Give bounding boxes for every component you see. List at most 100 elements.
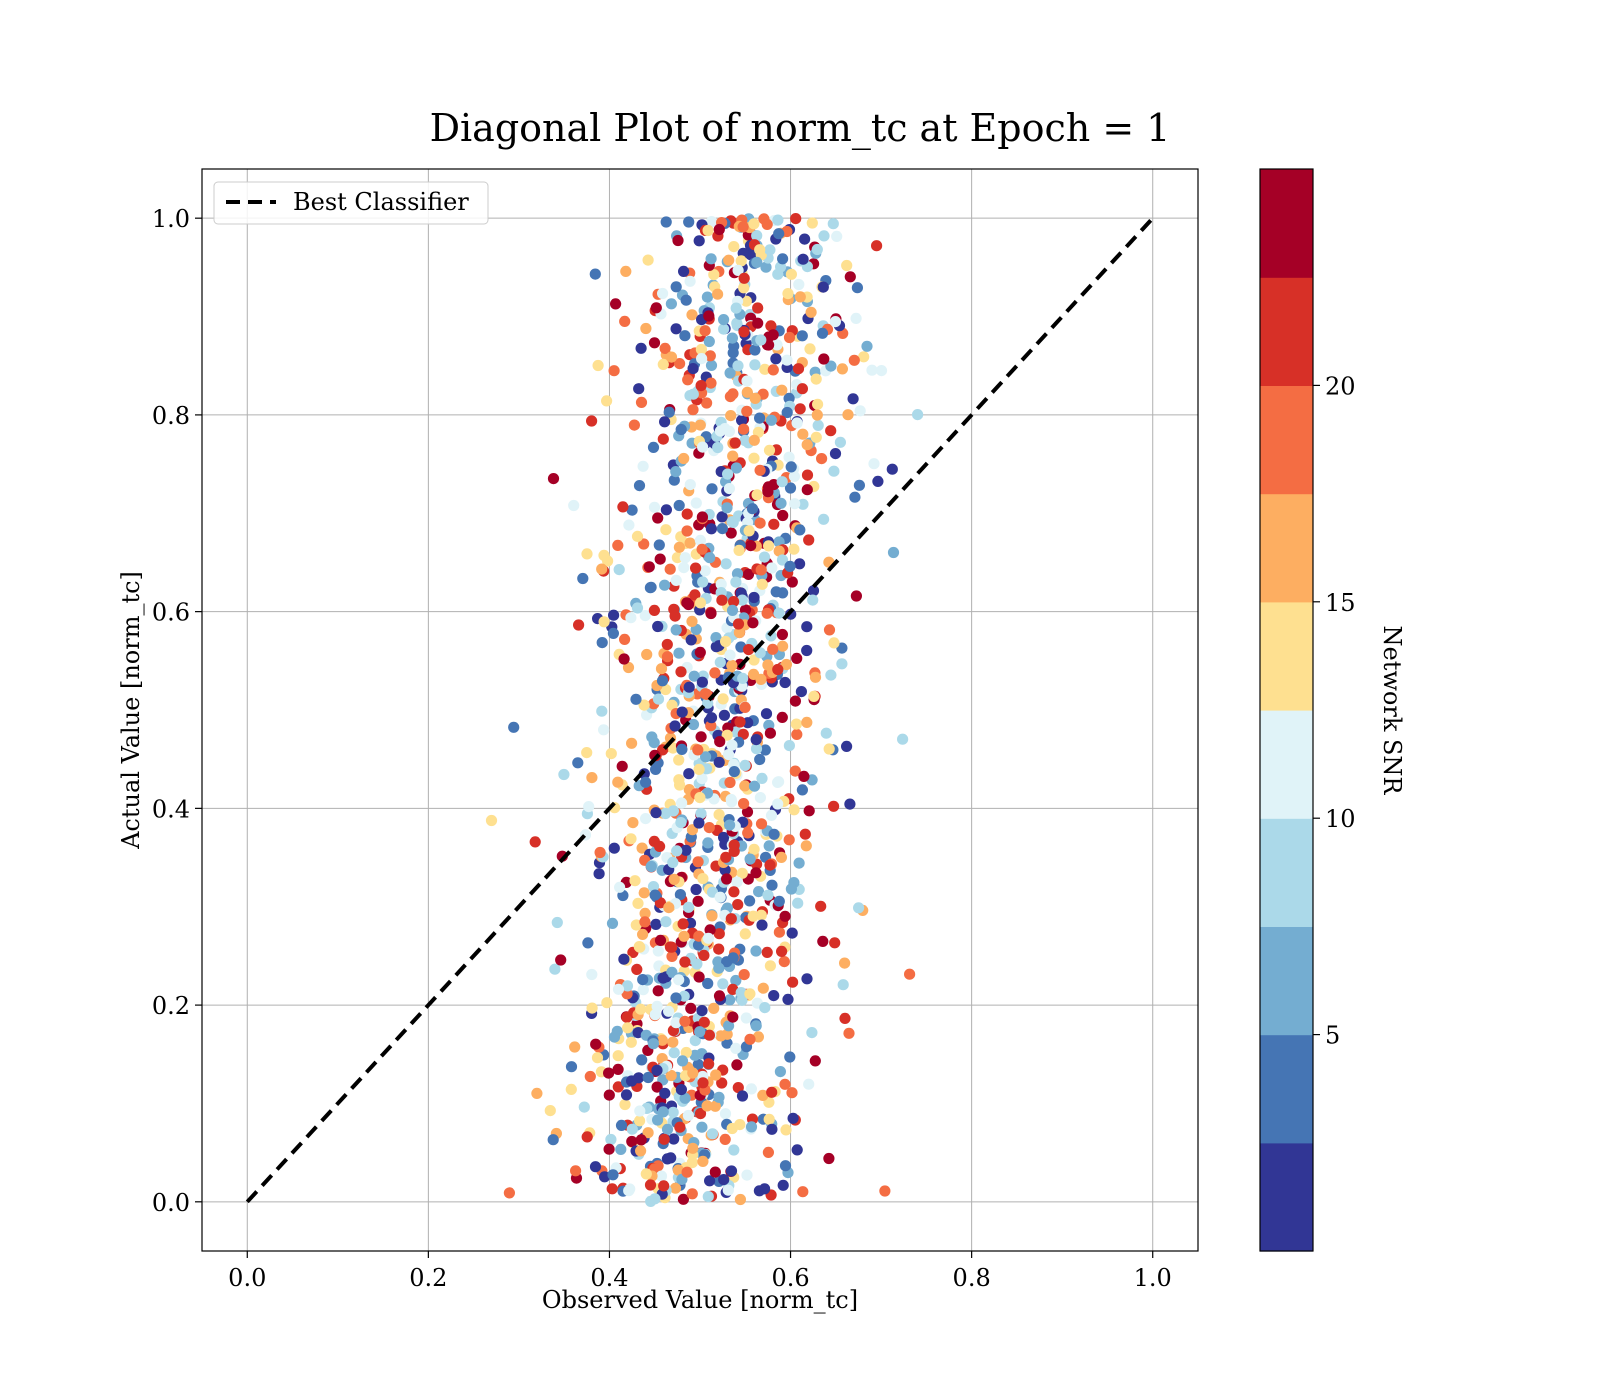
- scatter-point: [586, 772, 598, 784]
- y-tick-label: 0.8: [152, 402, 190, 430]
- scatter-point: [805, 306, 817, 318]
- scatter-point: [719, 1108, 732, 1120]
- scatter-point: [736, 1090, 749, 1102]
- scatter-point: [655, 1170, 668, 1182]
- scatter-point: [620, 265, 632, 277]
- scatter-point: [694, 419, 706, 431]
- scatter-point: [649, 1009, 661, 1021]
- scatter-point: [801, 621, 813, 633]
- scatter-point: [809, 671, 822, 683]
- scatter-point: [592, 359, 604, 372]
- scatter-point: [720, 635, 732, 648]
- scatter-point: [757, 1089, 769, 1101]
- scatter-point: [620, 1089, 633, 1101]
- scatter-point: [772, 268, 784, 280]
- scatter-point: [637, 928, 649, 941]
- scatter-point: [667, 1036, 679, 1048]
- scatter-point: [640, 322, 652, 335]
- scatter-point: [766, 879, 778, 891]
- scatter-point: [749, 359, 761, 371]
- scatter-point: [702, 1191, 714, 1203]
- scatter-point: [728, 886, 740, 898]
- scatter-point: [586, 1002, 598, 1014]
- scatter-point: [616, 760, 628, 772]
- scatter-point: [727, 952, 739, 964]
- scatter-point: [681, 1166, 693, 1178]
- scatter-point: [778, 956, 790, 968]
- scatter-point: [812, 419, 824, 431]
- scatter-point: [586, 968, 598, 981]
- scatter-point: [612, 1081, 624, 1093]
- scatter-point: [744, 988, 756, 1000]
- scatter-point: [673, 541, 686, 553]
- colorbar-tick-label: 10: [1325, 805, 1356, 833]
- scatter-point: [789, 498, 801, 510]
- scatter-point: [549, 963, 561, 975]
- scatter-point: [694, 1108, 707, 1120]
- scatter-point: [726, 332, 739, 344]
- scatter-point: [653, 539, 665, 551]
- scatter-point: [652, 620, 664, 633]
- scatter-point: [706, 1128, 719, 1140]
- scatter-point: [750, 867, 762, 879]
- scatter-point: [676, 743, 688, 756]
- scatter-point: [633, 383, 645, 395]
- scatter-point: [751, 230, 763, 242]
- scatter-point: [897, 733, 909, 745]
- scatter-point: [637, 984, 649, 996]
- plot-frame: [201, 168, 1199, 1252]
- scatter-point: [738, 423, 750, 435]
- scatter-point: [799, 828, 811, 840]
- scatter-point: [503, 1187, 515, 1199]
- scatter-point: [694, 646, 706, 659]
- scatter-point: [695, 343, 708, 356]
- scatter-point: [678, 452, 690, 465]
- scatter-point: [694, 597, 707, 609]
- scatter-point: [589, 1161, 602, 1173]
- scatter-point: [690, 883, 702, 896]
- scatter-point: [601, 395, 613, 407]
- scatter-point: [844, 271, 856, 283]
- scatter-point: [647, 1038, 660, 1050]
- colorbar-segment: [1260, 169, 1313, 278]
- scatter-point: [648, 737, 660, 749]
- scatter-point: [673, 754, 685, 766]
- scatter-point: [828, 465, 840, 477]
- scatter-point: [706, 910, 718, 922]
- scatter-point: [714, 656, 726, 668]
- scatter-point: [818, 230, 830, 242]
- scatter-point: [790, 213, 802, 225]
- scatter-point: [803, 805, 815, 817]
- scatter-point: [723, 749, 735, 761]
- scatter-point: [694, 1026, 706, 1038]
- scatter-point: [656, 1034, 668, 1046]
- scatter-point: [670, 624, 682, 636]
- scatter-point: [635, 342, 647, 354]
- scatter-point: [732, 360, 744, 372]
- scatter-point: [719, 1133, 731, 1145]
- scatter-point: [791, 652, 803, 665]
- scatter-point: [642, 254, 654, 266]
- scatter-point: [775, 497, 787, 509]
- scatter-point: [715, 578, 727, 590]
- scatter-point: [621, 988, 633, 1000]
- scatter-point: [555, 954, 567, 966]
- scatter-point: [748, 591, 760, 604]
- scatter-point: [722, 1184, 734, 1196]
- scatter-point: [728, 1144, 740, 1156]
- scatter-point: [756, 919, 768, 931]
- x-axis-ticks: 0.0 0.2 0.4 0.6 0.8 1.0: [228, 1251, 1172, 1292]
- scatter-point: [714, 736, 726, 748]
- scatter-point: [736, 994, 748, 1006]
- scatter-point: [703, 310, 715, 322]
- scatter-point: [781, 406, 793, 419]
- scatter-point: [565, 1083, 577, 1095]
- scatter-point: [724, 649, 736, 661]
- scatter-point: [664, 563, 676, 575]
- scatter-point: [767, 329, 779, 341]
- scatter-point: [801, 716, 813, 729]
- scatter-point: [757, 982, 769, 994]
- scatter-point: [599, 1171, 611, 1183]
- scatter-point: [816, 453, 828, 465]
- scatter-point: [721, 729, 733, 741]
